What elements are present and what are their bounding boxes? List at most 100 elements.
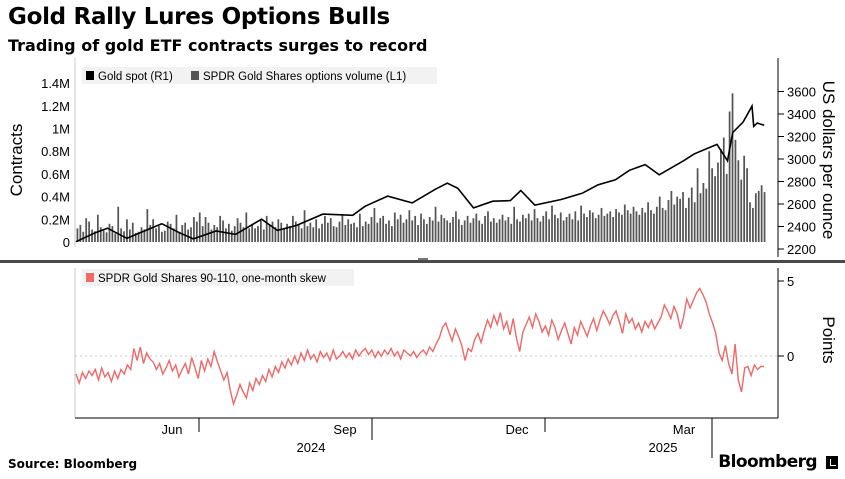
options-volume-bar: [379, 218, 382, 242]
options-volume-bar: [717, 162, 719, 242]
options-volume-bar: [679, 198, 681, 242]
options-volume-bar: [478, 220, 481, 242]
options-volume-bar: [740, 179, 743, 242]
options-volume-bar: [556, 218, 559, 242]
options-volume-bar: [603, 215, 606, 242]
options-volume-bar: [708, 151, 711, 242]
options-volume-bar: [568, 213, 571, 243]
options-volume-bar: [216, 227, 219, 242]
gold-spot-line: [75, 103, 765, 243]
options-volume-bar: [498, 219, 501, 242]
options-volume-bar: [111, 226, 114, 242]
left-tick-label: 0.6M: [41, 167, 70, 182]
options-volume-bar: [533, 209, 536, 242]
options-volume-bar: [155, 228, 157, 242]
options-volume-bar: [449, 222, 451, 242]
options-volume-bar: [99, 227, 102, 242]
options-volume-bar: [536, 218, 539, 242]
x-tick-label-mar: Mar: [673, 422, 696, 437]
options-volume-bar: [722, 137, 725, 242]
options-volume-bar: [484, 215, 486, 242]
options-volume-bar: [329, 218, 332, 242]
right-tick-label: 2600: [787, 197, 816, 212]
options-volume-bar: [318, 228, 320, 242]
options-volume-bar: [757, 190, 760, 242]
left-tick-label: 0.2M: [41, 212, 70, 227]
options-volume-bar: [577, 220, 580, 242]
x-tick-label-sep: Sep: [333, 422, 356, 437]
options-volume-bar: [559, 212, 562, 242]
options-volume-bar: [606, 213, 609, 243]
options-volume-bar: [635, 211, 638, 242]
options-volume-bar: [347, 219, 350, 242]
options-volume-bar: [658, 196, 661, 242]
options-volume-bar: [370, 217, 373, 242]
options-volume-bar: [664, 210, 667, 242]
options-volume-bar: [591, 212, 594, 242]
options-volume-bar: [455, 211, 457, 242]
options-volume-bar: [463, 220, 466, 242]
options-volume-bar: [428, 217, 431, 242]
options-volume-bar: [102, 230, 105, 242]
options-volume-bar: [350, 223, 352, 242]
options-volume-bar: [260, 220, 262, 242]
options-volume-bar: [507, 217, 510, 242]
options-volume-bar: [195, 221, 198, 242]
options-volume-bar: [152, 219, 155, 242]
options-volume-bar: [542, 215, 545, 242]
options-volume-bar: [201, 226, 204, 242]
gold-spot-legend-label: Gold spot (R1): [98, 71, 173, 83]
options-volume-bar: [469, 222, 472, 242]
options-volume-bar: [204, 217, 207, 242]
points-axis-title: Points: [819, 316, 838, 363]
options-volume-bar: [641, 207, 644, 242]
options-volume-bar: [580, 205, 582, 242]
left-axis-title: Contracts: [7, 124, 26, 197]
options-volume-bar: [143, 229, 146, 242]
options-volume-bar: [79, 224, 82, 242]
options-volume-bar: [175, 214, 178, 242]
options-volume-bar: [749, 202, 751, 242]
options-volume-bar: [629, 213, 632, 243]
options-volume-bar: [76, 228, 79, 242]
top-panel: 0 0.2M 0.4M 0.6M 0.8M 1M 1.2M 1.4M 2200 2400 2600…: [0, 58, 845, 261]
options-volume-bar: [405, 219, 408, 242]
bloomberg-logo: Bloomberg: [718, 452, 817, 472]
options-volume-bar: [655, 206, 658, 242]
right-tick-label: 2400: [787, 220, 816, 235]
x-axis: Jun Sep Dec Mar 2024 2025: [162, 418, 713, 458]
options-volume-bar: [393, 212, 396, 242]
options-volume-bar: [149, 224, 152, 242]
gold-spot-swatch: [86, 71, 94, 80]
options-volume-bar: [396, 219, 399, 242]
options-volume-bar: [257, 226, 259, 242]
options-volume-bar: [137, 231, 140, 242]
options-volume-bar: [126, 219, 128, 242]
options-volume-bar: [632, 206, 635, 242]
options-volume-bar: [105, 232, 108, 242]
right-tick-label: 3400: [787, 107, 816, 122]
options-volume-bar: [312, 227, 315, 242]
options-volume-bar: [650, 210, 652, 242]
options-volume-bar: [554, 214, 556, 242]
options-volume-bar: [420, 213, 422, 243]
options-volume-bar: [594, 218, 597, 242]
options-volume-bar: [326, 222, 329, 242]
options-volume-bar: [548, 219, 550, 242]
options-volume-bar: [172, 228, 175, 242]
right-tick-label: 3000: [787, 152, 816, 167]
options-volume-bar: [720, 148, 722, 242]
top-legend: Gold spot (R1) SPDR Gold Shares options …: [82, 67, 437, 84]
options-volume-bar: [353, 222, 355, 242]
divider-handle[interactable]: [418, 258, 428, 260]
right-tick-label: 3600: [787, 85, 816, 100]
options-volume-bar: [527, 213, 530, 243]
bottom-panel: 0 5 SPDR Gold Shares 90-110, one-month sk…: [74, 268, 838, 458]
options-volume-bar: [300, 228, 303, 242]
options-volume-bar: [466, 215, 469, 242]
options-volume-bar: [341, 214, 344, 242]
options-volume-bar: [565, 217, 568, 242]
options-volume-bar: [108, 223, 111, 242]
options-volume-bar: [524, 218, 527, 242]
